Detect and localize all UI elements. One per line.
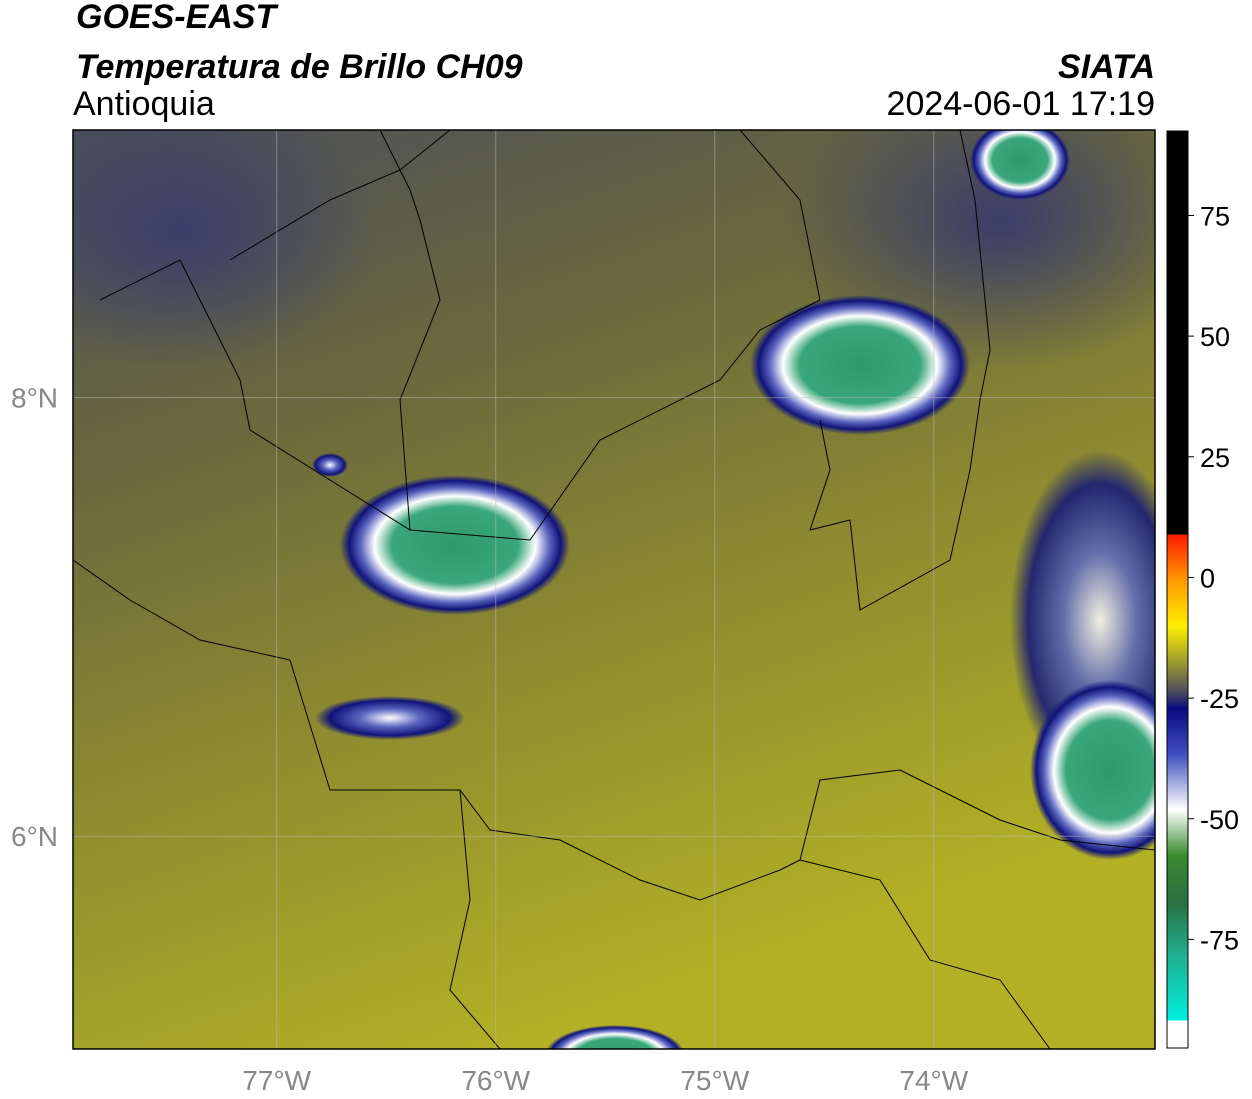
y-tick-label: 6°N [11, 821, 58, 852]
y-tick-label: 8°N [11, 383, 58, 414]
cloud [312, 453, 348, 477]
colorbar [1166, 130, 1189, 1049]
border [249, 130, 821, 541]
datetime: 2024-06-01 17:19 [887, 85, 1155, 123]
colorbar-tick-label: 50 [1200, 322, 1230, 352]
title: GOES-EAST [76, 0, 279, 36]
border [449, 789, 501, 1049]
x-tick-label: 75°W [680, 1065, 749, 1096]
border [99, 259, 251, 431]
map-frame [72, 129, 1156, 1050]
cloud [750, 295, 970, 435]
x-tick-label: 77°W [242, 1065, 311, 1096]
colorbar-tick-label: -25 [1200, 684, 1239, 714]
cloud [315, 696, 465, 740]
subtitle: Temperatura de Brillo CH09 [76, 48, 523, 86]
colorbar-tick-label: -75 [1200, 925, 1239, 955]
border [809, 130, 991, 611]
colorbar-tick-label: 25 [1200, 443, 1230, 473]
cloud [1030, 680, 1155, 860]
cloud [546, 1025, 684, 1049]
haze [73, 130, 380, 370]
colorbar-tick-label: -50 [1200, 805, 1239, 835]
cloud [340, 475, 570, 615]
x-tick-label: 74°W [899, 1065, 968, 1096]
source: SIATA [1058, 48, 1155, 86]
region: Antioquia [73, 85, 215, 123]
border [799, 859, 1051, 1049]
x-tick-label: 76°W [461, 1065, 530, 1096]
colorbar-tick-label: 0 [1200, 563, 1215, 593]
border [379, 130, 441, 531]
colorbar-tick-label: 75 [1200, 201, 1230, 231]
cloud [970, 130, 1070, 200]
border [229, 130, 451, 261]
map [73, 130, 1155, 1049]
